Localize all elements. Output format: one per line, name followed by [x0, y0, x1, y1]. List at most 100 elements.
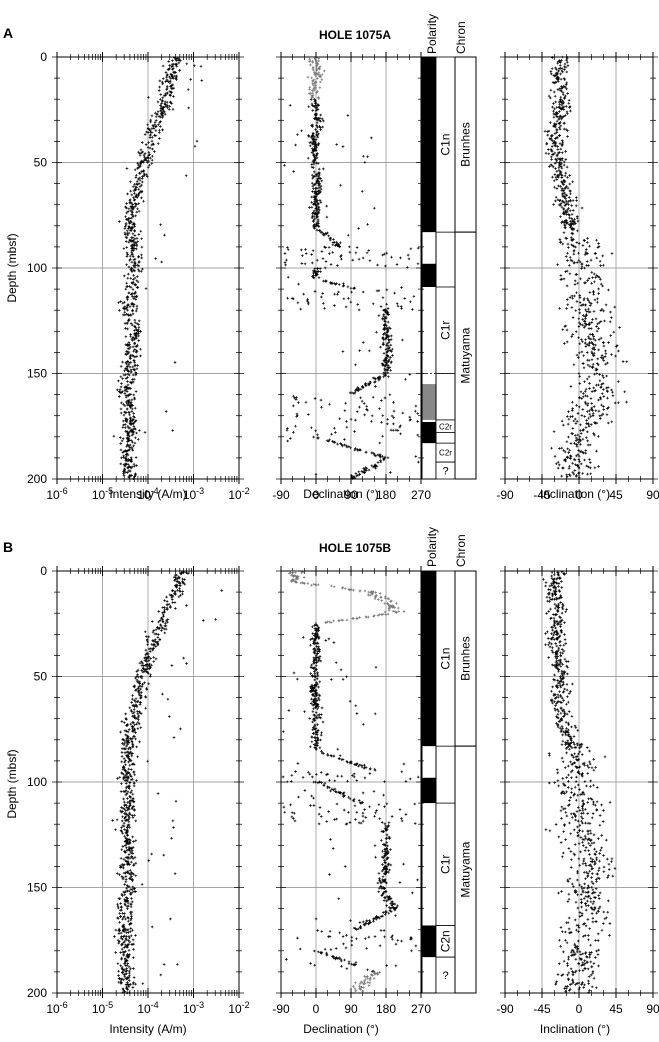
intensity-point — [121, 767, 125, 771]
depth-tick-label: 200 — [27, 986, 47, 1000]
declination-point — [361, 791, 365, 795]
intensity-point — [181, 577, 184, 581]
intensity-point — [139, 347, 142, 351]
intensity-point — [136, 167, 139, 170]
intensity-point — [133, 729, 136, 732]
intensity-point — [126, 863, 129, 866]
declination-point — [282, 730, 285, 733]
intensity-point — [121, 877, 125, 881]
declination-point — [349, 417, 353, 421]
declination-point — [329, 838, 332, 841]
declination-point — [295, 396, 298, 399]
intensity-point — [130, 209, 134, 213]
intensity-point — [128, 856, 132, 860]
inclination-point — [581, 362, 585, 365]
intensity-point — [175, 59, 179, 62]
intensity-point — [140, 685, 144, 688]
declination-point — [312, 83, 315, 87]
inclination-point — [577, 449, 580, 452]
inclination-point — [564, 199, 568, 203]
declination-point — [315, 64, 318, 67]
intensity-tick-label: 10-3 — [183, 486, 204, 502]
inclination-point — [589, 397, 593, 400]
intensity-point — [180, 571, 183, 575]
declination-point — [407, 257, 411, 261]
intensity-point — [137, 722, 141, 726]
intensity-point — [164, 103, 167, 106]
intensity-point — [151, 154, 154, 158]
intensity-point — [121, 390, 124, 393]
declination-point — [314, 211, 317, 215]
intensity-point — [132, 268, 135, 272]
intensity-point — [134, 241, 138, 244]
declination-point — [296, 301, 300, 305]
intensity-point — [132, 887, 136, 890]
intensity-point — [124, 977, 128, 980]
declination-point — [314, 101, 318, 105]
intensity-point — [138, 429, 141, 432]
intensity-point — [124, 809, 127, 813]
intensity-point — [126, 466, 130, 470]
declination-point — [318, 191, 321, 195]
intensity-point — [130, 943, 134, 946]
inclination-point — [562, 108, 566, 111]
intensity-point — [144, 656, 148, 659]
intensity-point — [121, 991, 125, 994]
intensity-series — [112, 56, 204, 480]
declination-point — [310, 124, 313, 127]
declination-point — [313, 198, 316, 202]
intensity-point — [125, 931, 128, 934]
declination-point — [316, 135, 320, 139]
declination-point — [331, 243, 335, 247]
intensity-point — [171, 83, 175, 87]
inclination-point — [569, 189, 572, 193]
intensity-point — [136, 712, 140, 715]
declination-point — [374, 454, 378, 458]
intensity-point — [160, 629, 163, 632]
depth-tick-label: 200 — [27, 472, 47, 486]
inclination-point — [599, 396, 602, 399]
declination-point — [383, 252, 386, 256]
intensity-point — [120, 848, 124, 851]
intensity-point — [158, 128, 161, 132]
intensity-point — [126, 376, 129, 379]
intensity-point — [150, 643, 154, 646]
intensity-point — [123, 233, 127, 236]
intensity-point — [138, 161, 142, 165]
declination-point — [385, 368, 388, 372]
declination-point — [398, 808, 402, 811]
declination-point — [312, 215, 316, 218]
intensity-point — [123, 423, 127, 426]
intensity-point — [154, 129, 158, 132]
intensity-point — [131, 879, 134, 883]
intensity-point — [124, 395, 128, 399]
intensity-point — [130, 891, 134, 894]
intensity-point — [128, 221, 131, 224]
intensity-point — [119, 931, 123, 935]
inclination-point — [557, 169, 561, 172]
intensity-point — [123, 313, 127, 317]
inclination-point — [554, 122, 558, 126]
inclination-point — [554, 71, 558, 75]
declination-point — [403, 297, 407, 300]
inclination-point — [573, 469, 577, 472]
inclination-point — [577, 356, 580, 359]
inclination-point — [565, 81, 569, 85]
inclination-point — [556, 263, 559, 266]
intensity-point — [135, 349, 138, 353]
intensity-point — [143, 152, 147, 155]
inclination-point — [568, 448, 571, 452]
declination-point — [298, 947, 302, 951]
inclination-point — [564, 209, 567, 213]
inclination-point — [552, 109, 555, 113]
inclination-xlabel-b: Inclination (°) — [540, 1022, 610, 1036]
intensity-point — [148, 650, 152, 653]
declination-point — [307, 413, 310, 416]
inclination-point — [565, 70, 569, 74]
intensity-point — [124, 878, 128, 881]
inclination-point — [570, 204, 573, 207]
inclination-point — [613, 305, 617, 309]
inclination-point — [592, 335, 595, 338]
intensity-point — [126, 380, 129, 383]
declination-point — [384, 357, 388, 361]
